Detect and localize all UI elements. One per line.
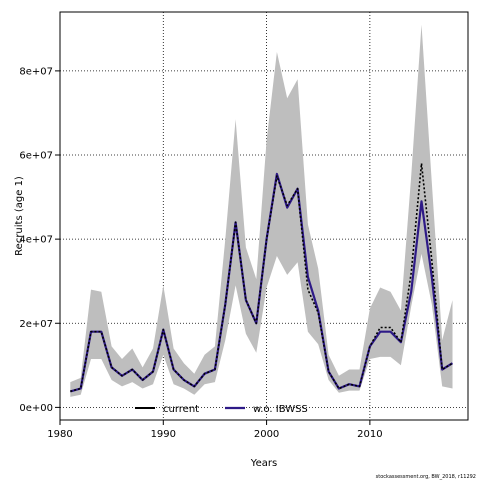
legend-label-current: current bbox=[163, 404, 199, 415]
confidence-band bbox=[70, 24, 453, 397]
x-axis-label: Years bbox=[250, 458, 277, 469]
y-tick-label: 6e+07 bbox=[19, 151, 53, 162]
series-lines bbox=[70, 162, 454, 393]
x-tick-label: 2000 bbox=[254, 429, 279, 440]
x-tick-label: 1990 bbox=[151, 429, 176, 440]
x-axis: 1980 1990 2000 2010 bbox=[47, 420, 383, 440]
plot-frame bbox=[59, 11, 469, 421]
y-tick-label: 0e+00 bbox=[19, 403, 53, 414]
y-tick-label: 2e+07 bbox=[19, 319, 53, 330]
y-axis-label: Recruits (age 1) bbox=[14, 176, 25, 256]
x-tick-label: 1980 bbox=[47, 429, 72, 440]
legend: current w.o. IBWSS bbox=[135, 404, 308, 415]
legend-label-wo-ibwss: w.o. IBWSS bbox=[253, 404, 308, 415]
series-line-wo-ibwss bbox=[70, 172, 454, 393]
y-tick-label: 4e+07 bbox=[19, 235, 53, 246]
footnote: stockassessment.org, BW_2018, r11292 bbox=[376, 474, 476, 480]
y-axis: 0e+00 2e+07 4e+07 6e+07 8e+07 bbox=[19, 66, 60, 414]
y-tick-label: 8e+07 bbox=[19, 66, 53, 77]
x-tick-label: 2010 bbox=[357, 429, 382, 440]
series-line-current bbox=[70, 162, 453, 393]
